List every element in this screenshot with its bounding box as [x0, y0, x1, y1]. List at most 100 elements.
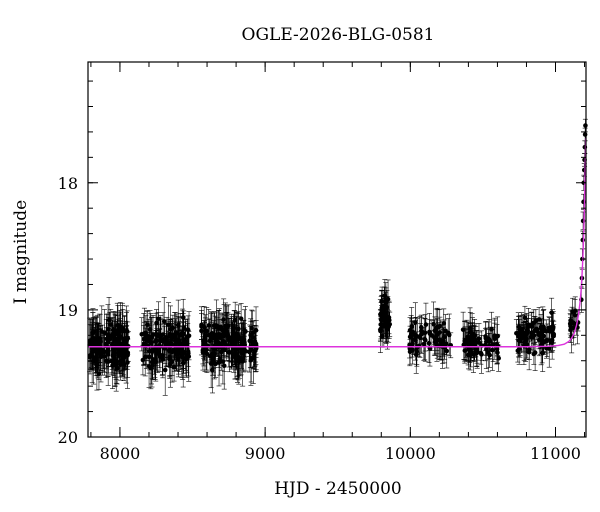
data-point [418, 335, 423, 341]
data-point [473, 339, 479, 344]
data-point [238, 316, 244, 321]
data-point [432, 328, 438, 334]
data-point [199, 322, 204, 328]
data-point [97, 348, 103, 354]
data-point [484, 346, 489, 352]
data-point [383, 323, 389, 328]
plot-frame [87, 61, 587, 438]
data-point [112, 335, 117, 341]
data-point [234, 332, 240, 337]
data-point [186, 351, 191, 356]
data-point [143, 334, 149, 340]
data-point [158, 338, 164, 344]
data-point [88, 341, 94, 346]
data-point [427, 331, 433, 337]
data-point [530, 335, 536, 340]
data-point [432, 335, 437, 340]
data-point [536, 332, 542, 337]
data-point [88, 352, 93, 358]
data-point [426, 340, 432, 346]
data-point [250, 330, 256, 336]
data-point [208, 335, 214, 340]
data-point [236, 356, 241, 362]
data-point [467, 340, 473, 345]
x-axis-label: HJD - 2450000 [274, 479, 402, 499]
data-point [227, 350, 232, 355]
data-point [166, 348, 172, 353]
data-point [461, 342, 467, 348]
model-curve-layer [88, 138, 587, 348]
data-point [386, 317, 392, 323]
data-point [490, 342, 496, 347]
data-point [147, 339, 152, 344]
data-point [181, 337, 186, 343]
data-point [124, 328, 129, 334]
data-point [541, 333, 547, 339]
data-point [582, 132, 588, 137]
data-point [528, 330, 534, 336]
data-point [515, 348, 521, 354]
data-point [102, 330, 107, 336]
data-point [474, 346, 479, 352]
data-point [204, 328, 209, 334]
x-tick-label: 10000 [385, 444, 436, 463]
data-point [125, 360, 130, 365]
data-point [214, 340, 219, 346]
data-point [252, 339, 258, 344]
data-point [485, 350, 491, 355]
data-point [550, 327, 555, 333]
data-point [462, 348, 468, 353]
y-tick-label: 20 [58, 428, 78, 447]
data-point [210, 358, 216, 364]
data-point [113, 362, 119, 367]
data-point [212, 334, 218, 340]
data-point [495, 333, 500, 339]
data-point [152, 357, 158, 363]
data-point [379, 317, 385, 323]
data-point [382, 293, 388, 298]
data-point [521, 333, 527, 339]
data-point [162, 367, 168, 373]
data-point [154, 320, 159, 326]
y-axis-label: I magnitude [11, 200, 31, 304]
data-point [206, 323, 212, 328]
model-curve [88, 138, 587, 348]
data-point [532, 328, 538, 333]
data-point [551, 331, 557, 337]
data-point [119, 329, 125, 334]
data-point [544, 337, 550, 343]
data-point [162, 339, 167, 345]
x-tick-label: 9000 [245, 444, 286, 463]
data-point [109, 342, 115, 348]
data-point [460, 327, 466, 332]
data-point [173, 338, 178, 343]
data-point [422, 330, 428, 336]
x-tick-label: 8000 [100, 444, 141, 463]
data-point [200, 347, 206, 353]
data-point [214, 324, 220, 330]
data-point [118, 324, 123, 329]
data-point [106, 349, 111, 354]
y-tick-label: 19 [58, 301, 78, 320]
data-point [122, 348, 127, 354]
data-point [168, 341, 174, 347]
data-point [409, 342, 415, 347]
data-point [413, 352, 419, 357]
data-point [218, 324, 224, 330]
data-point [440, 341, 446, 347]
data-point [105, 326, 111, 332]
data-point [423, 322, 429, 327]
data-point [413, 333, 419, 339]
data-point [567, 321, 573, 327]
data-point [110, 353, 116, 358]
data-point [538, 325, 544, 330]
data-point [231, 325, 237, 331]
data-point [250, 355, 256, 361]
data-point [233, 347, 239, 353]
data-point [490, 347, 495, 353]
data-point [572, 308, 578, 314]
axis-ticks-layer: 8000 9000 10000 11000 18 19 20 [58, 62, 586, 463]
data-point [148, 334, 154, 340]
